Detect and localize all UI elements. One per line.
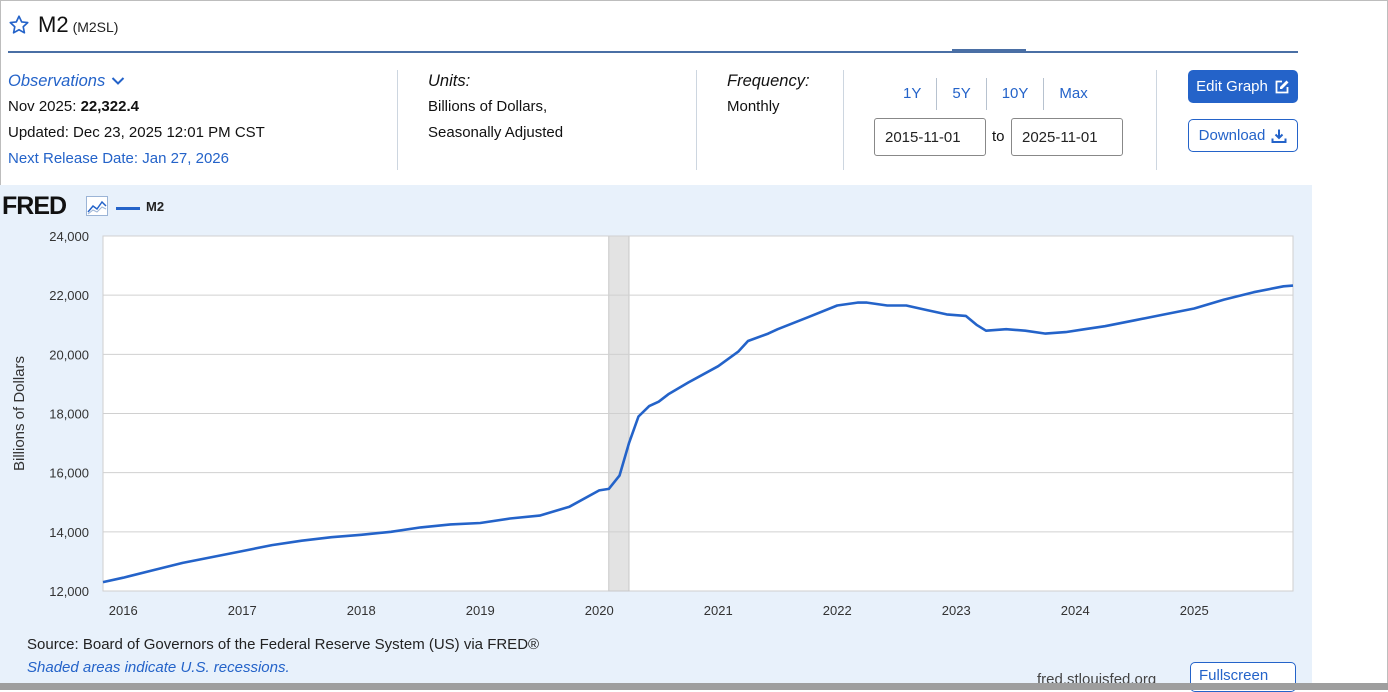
x-tick-label: 2021 [704, 603, 733, 615]
range-max-button[interactable]: Max [1059, 85, 1088, 102]
title-row: M2 (M2SL) [8, 12, 118, 38]
x-tick-label: 2019 [466, 603, 495, 615]
x-tick-label: 2016 [109, 603, 138, 615]
separator [696, 70, 697, 170]
x-tick-label: 2022 [823, 603, 852, 615]
y-axis-label: Billions of Dollars [11, 356, 28, 471]
title-divider [8, 51, 1298, 53]
download-button[interactable]: Download [1188, 119, 1298, 152]
m2-chart[interactable]: 12,000 14,000 16,000 18,000 20,000 22,000 24,0… [0, 185, 1312, 615]
x-tick-label: 2024 [1061, 603, 1090, 615]
units-line-1: Billions of Dollars, [428, 98, 548, 115]
units-line-2: Seasonally Adjusted [428, 124, 564, 141]
start-date-input[interactable] [874, 118, 986, 156]
x-tick-label: 2017 [228, 603, 257, 615]
y-tick-label: 20,000 [49, 347, 89, 362]
range-separator [936, 78, 938, 110]
frequency-panel: Frequency: Monthly [727, 68, 810, 120]
fred-logo: FRED [2, 192, 67, 220]
y-tick-label: 16,000 [49, 466, 89, 481]
updated-text: Updated: Dec 23, 2025 12:01 PM CST [8, 124, 265, 141]
x-tick-label: 2018 [347, 603, 376, 615]
recession-note-link[interactable]: Shaded areas indicate U.S. recessions. [27, 659, 290, 676]
range-separator [1043, 78, 1045, 110]
range-1y-button[interactable]: 1Y [903, 85, 922, 102]
y-tick-label: 14,000 [49, 525, 89, 540]
legend-line [116, 207, 140, 210]
separator [1156, 70, 1157, 170]
x-tick-label: 2020 [585, 603, 614, 615]
x-tick-label: 2025 [1180, 603, 1209, 615]
edit-graph-label: Edit Graph [1196, 78, 1268, 95]
series-line-m2 [102, 284, 1294, 584]
observations-dropdown[interactable]: Observations [8, 68, 265, 94]
y-tick-label: 12,000 [49, 584, 89, 599]
range-separator [985, 78, 987, 110]
source-text: Source: Board of Governors of the Federa… [27, 636, 540, 653]
frequency-value: Monthly [727, 98, 780, 115]
bottom-bar [0, 683, 1388, 690]
separator [843, 70, 844, 170]
title-divider-highlight [952, 49, 1026, 51]
edit-graph-button[interactable]: Edit Graph [1188, 70, 1298, 103]
units-panel: Units: Billions of Dollars, Seasonally A… [428, 68, 563, 146]
download-icon [1271, 129, 1287, 143]
download-label: Download [1198, 127, 1266, 144]
range-10y-button[interactable]: 10Y [1001, 85, 1029, 102]
y-tick-label: 18,000 [49, 407, 89, 422]
range-5y-button[interactable]: 5Y [952, 85, 971, 102]
end-date-input[interactable] [1011, 118, 1123, 156]
x-tick-label: 2023 [942, 603, 971, 615]
units-label: Units: [428, 72, 471, 90]
series-id: (M2SL) [72, 19, 119, 35]
fullscreen-label: Fullscreen [1199, 667, 1269, 684]
to-label: to [992, 128, 1005, 145]
chevron-down-icon [112, 77, 125, 85]
latest-observation: Nov 2025: 22,322.4 [8, 98, 139, 115]
y-tick-label: 24,000 [49, 229, 89, 244]
frequency-label: Frequency: [727, 72, 810, 90]
chart-logo-icon [86, 196, 108, 216]
legend-label: M2 [146, 199, 165, 214]
star-icon[interactable] [8, 14, 30, 36]
latest-value: 22,322.4 [80, 98, 139, 115]
separator [397, 70, 398, 170]
observations-panel: Observations Nov 2025: 22,322.4 Updated:… [8, 68, 265, 172]
range-buttons: 1Y 5Y 10Y Max [888, 78, 1103, 110]
y-tick-label: 22,000 [49, 288, 89, 303]
edit-icon [1275, 80, 1289, 93]
page-title: M2 (M2SL) [38, 12, 119, 37]
next-release-link[interactable]: Next Release Date: Jan 27, 2026 [8, 150, 229, 167]
